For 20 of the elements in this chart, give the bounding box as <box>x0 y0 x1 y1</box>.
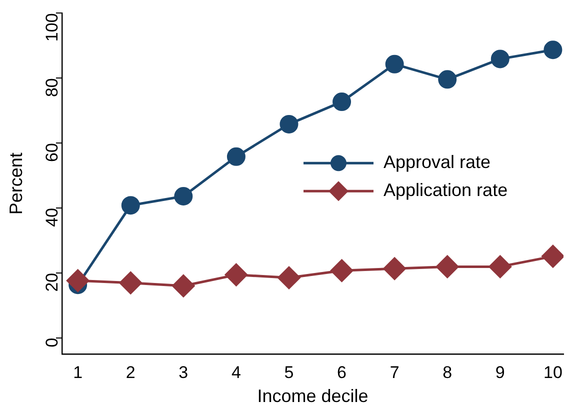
legend-label: Application rate <box>384 180 508 200</box>
x-tick-label: 10 <box>543 362 562 382</box>
y-tick-label: 100 <box>42 13 62 42</box>
x-tick-label: 6 <box>337 362 347 382</box>
y-axis-title: Percent <box>6 152 26 215</box>
y-tick-label: 0 <box>42 338 62 348</box>
legend-label: Approval rate <box>384 152 491 172</box>
x-tick-label: 7 <box>390 362 400 382</box>
x-tick-label: 9 <box>495 362 505 382</box>
x-axis-title: Income decile <box>257 386 368 406</box>
x-tick-label: 5 <box>284 362 294 382</box>
x-tick-label: 2 <box>126 362 136 382</box>
x-tick-label: 3 <box>178 362 188 382</box>
x-tick-label: 1 <box>73 362 83 382</box>
y-tick-label: 60 <box>42 143 62 162</box>
y-tick-label: 20 <box>42 272 62 292</box>
x-tick-label: 4 <box>231 362 241 382</box>
y-tick-label: 40 <box>42 208 62 227</box>
x-tick-label: 8 <box>442 362 452 382</box>
y-tick-label: 80 <box>42 78 62 98</box>
